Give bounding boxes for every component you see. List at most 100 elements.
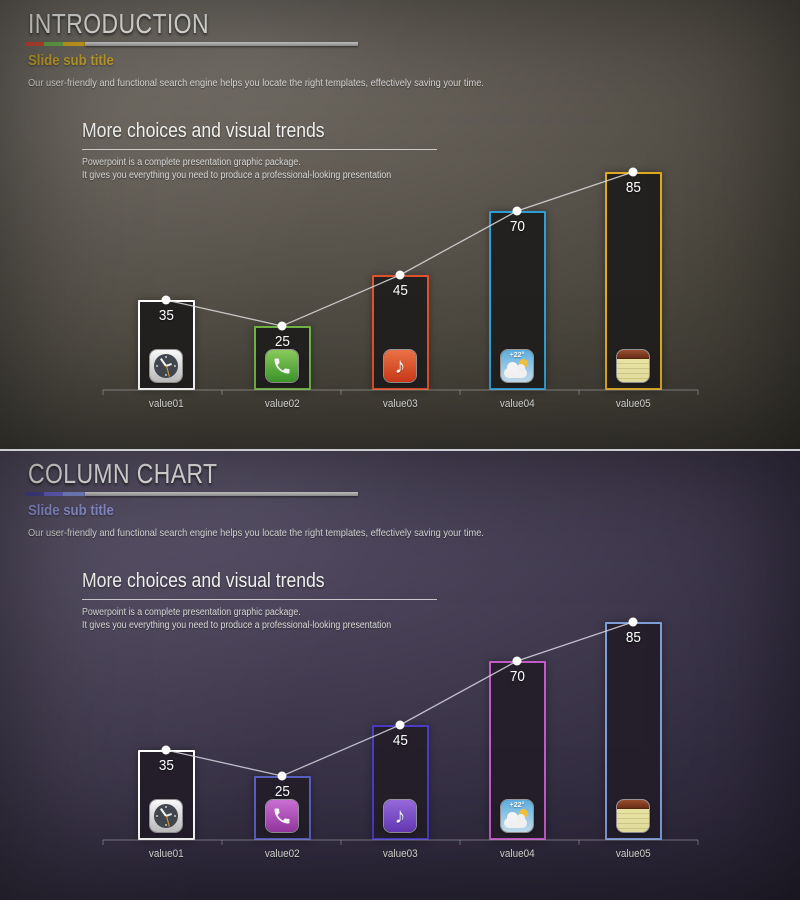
bar-value-text: 85 bbox=[625, 629, 641, 646]
category-label-text: value04 bbox=[499, 398, 535, 410]
category-label: value01 bbox=[126, 848, 206, 860]
chart-bar: 85 bbox=[604, 622, 662, 840]
chart-bar: 25 bbox=[253, 326, 311, 390]
category-label-text: value03 bbox=[382, 848, 418, 860]
slide-title: COLUMN CHART bbox=[28, 458, 259, 490]
bar-value-text: 25 bbox=[274, 783, 290, 800]
bar-value-text: 35 bbox=[158, 307, 174, 324]
section-heading-rule bbox=[82, 599, 437, 600]
music-icon: ♪ bbox=[384, 800, 416, 832]
category-label-text: value04 bbox=[499, 848, 535, 860]
section-heading: More choices and visual trends bbox=[82, 120, 358, 143]
music-note-glyph: ♪ bbox=[394, 803, 406, 828]
chart-bar: 35 bbox=[137, 750, 195, 840]
bar-value-text: 45 bbox=[392, 282, 408, 299]
bar-value-text: 45 bbox=[392, 732, 408, 749]
weather-icon: +22° bbox=[501, 800, 533, 832]
clock-marker bbox=[165, 374, 167, 376]
notes-paper bbox=[617, 809, 649, 832]
category-label: value03 bbox=[360, 398, 440, 410]
column-chart: 35 value01 25 value02 45 ♪ value03 70 +22° value0… bbox=[0, 450, 800, 900]
clock-marker bbox=[156, 365, 158, 367]
slide-subtitle-text: Slide sub title bbox=[28, 52, 114, 69]
notes-paper bbox=[617, 359, 649, 382]
clock-marker bbox=[165, 356, 167, 358]
bar-value-label: 70 bbox=[491, 218, 544, 235]
chart-bar: 70 +22° bbox=[488, 211, 546, 390]
section-body-line: Powerpoint is a complete presentation gr… bbox=[82, 157, 330, 168]
notes-icon bbox=[617, 800, 649, 832]
cloud-shape bbox=[504, 362, 527, 378]
bar-value-text: 70 bbox=[509, 218, 525, 235]
notes-binding bbox=[617, 800, 649, 809]
clock-marker bbox=[174, 815, 176, 817]
notes-icon bbox=[617, 350, 649, 382]
slide-title: INTRODUCTION bbox=[28, 8, 249, 40]
clock-icon bbox=[150, 350, 182, 382]
slide-description: Our user-friendly and functional search … bbox=[28, 527, 546, 539]
category-label: value05 bbox=[593, 848, 673, 860]
bar-value-label: 85 bbox=[607, 179, 660, 196]
category-label-text: value02 bbox=[264, 848, 300, 860]
bar-value-label: 45 bbox=[374, 282, 427, 299]
slide-title-text: INTRODUCTION bbox=[28, 8, 209, 39]
section-heading: More choices and visual trends bbox=[82, 570, 358, 593]
accent-silver-bar bbox=[85, 42, 358, 46]
category-label-text: value05 bbox=[615, 848, 651, 860]
category-label: value04 bbox=[477, 848, 557, 860]
category-label: value03 bbox=[360, 848, 440, 860]
section-heading-text: More choices and visual trends bbox=[82, 570, 325, 592]
slide-subtitle: Slide sub title bbox=[28, 52, 126, 69]
phone-icon bbox=[266, 800, 298, 832]
chart-bar: 45 ♪ bbox=[371, 275, 429, 390]
category-label-text: value05 bbox=[615, 398, 651, 410]
category-label-text: value01 bbox=[148, 848, 184, 860]
title-accent-bar bbox=[25, 42, 358, 46]
phone-glyph bbox=[274, 808, 290, 824]
clock-marker bbox=[174, 365, 176, 367]
title-accent-bar bbox=[25, 492, 358, 496]
slide-subtitle: Slide sub title bbox=[28, 502, 126, 519]
weather-temperature: +22° bbox=[509, 802, 525, 809]
weather-temperature: +22° bbox=[509, 352, 525, 359]
phone-glyph-path bbox=[274, 358, 290, 374]
bar-value-label: 85 bbox=[607, 629, 660, 646]
bar-value-text: 35 bbox=[158, 757, 174, 774]
column-chart: 35 value01 25 value02 45 ♪ value03 70 +22° value0… bbox=[102, 167, 699, 410]
weather-icon: +22° bbox=[501, 350, 533, 382]
section-heading-text: More choices and visual trends bbox=[82, 120, 325, 142]
category-label: value04 bbox=[477, 398, 557, 410]
clock-marker bbox=[156, 815, 158, 817]
clock-marker bbox=[165, 824, 167, 826]
section-body-text: Powerpoint is a complete presentation gr… bbox=[82, 157, 301, 168]
cloud-shape bbox=[504, 812, 527, 828]
notes-binding bbox=[617, 350, 649, 359]
slide-description: Our user-friendly and functional search … bbox=[28, 77, 546, 89]
bar-value-text: 70 bbox=[509, 668, 525, 685]
bar-value-text: 85 bbox=[625, 179, 641, 196]
category-label: value02 bbox=[242, 398, 322, 410]
section-body-text: Powerpoint is a complete presentation gr… bbox=[82, 607, 301, 618]
sun-shape bbox=[519, 809, 528, 818]
category-label: value01 bbox=[126, 398, 206, 410]
accent-segment bbox=[25, 492, 44, 496]
phone-glyph bbox=[274, 358, 290, 374]
music-icon: ♪ bbox=[384, 350, 416, 382]
chart-bar: 45 ♪ bbox=[371, 725, 429, 840]
phone-icon bbox=[266, 350, 298, 382]
bar-value-text: 25 bbox=[274, 333, 290, 350]
music-note-glyph: ♪ bbox=[394, 353, 406, 378]
bar-value-label: 45 bbox=[374, 732, 427, 749]
chart-bar: 70 +22° bbox=[488, 661, 546, 840]
chart-bar: 35 bbox=[137, 300, 195, 390]
phone-glyph-path bbox=[274, 808, 290, 824]
accent-segment bbox=[44, 492, 63, 496]
bar-value-label: 35 bbox=[140, 757, 193, 774]
slide-subtitle-text: Slide sub title bbox=[28, 502, 114, 519]
chart-bar: 25 bbox=[253, 776, 311, 840]
slide-title-text: COLUMN CHART bbox=[28, 458, 218, 489]
accent-silver-bar bbox=[85, 492, 358, 496]
slide-description-text: Our user-friendly and functional search … bbox=[28, 527, 484, 539]
bar-value-label: 25 bbox=[256, 333, 309, 350]
slide-divider bbox=[0, 449, 800, 451]
